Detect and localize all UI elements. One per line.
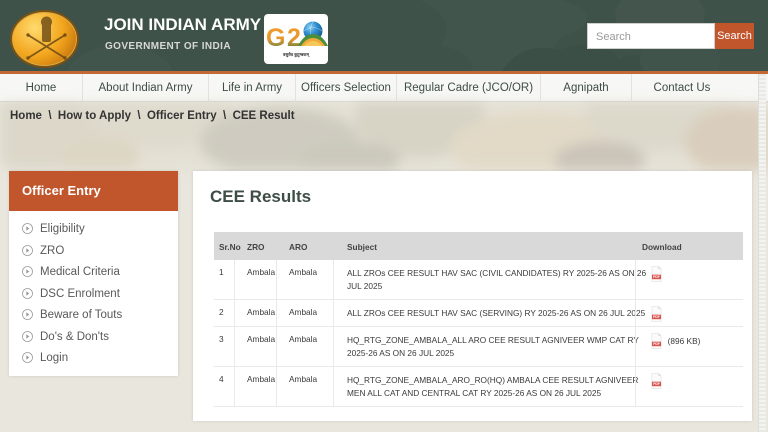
svg-text:वसुधैव कुटुम्बकम्: वसुधैव कुटुम्बकम् xyxy=(282,52,310,58)
svg-text:PDF: PDF xyxy=(653,342,660,346)
svg-text:PDF: PDF xyxy=(653,275,660,279)
svg-text:2: 2 xyxy=(287,24,301,52)
svg-text:PDF: PDF xyxy=(653,382,660,386)
svg-text:PDF: PDF xyxy=(653,315,660,319)
svg-text:G: G xyxy=(266,24,285,52)
